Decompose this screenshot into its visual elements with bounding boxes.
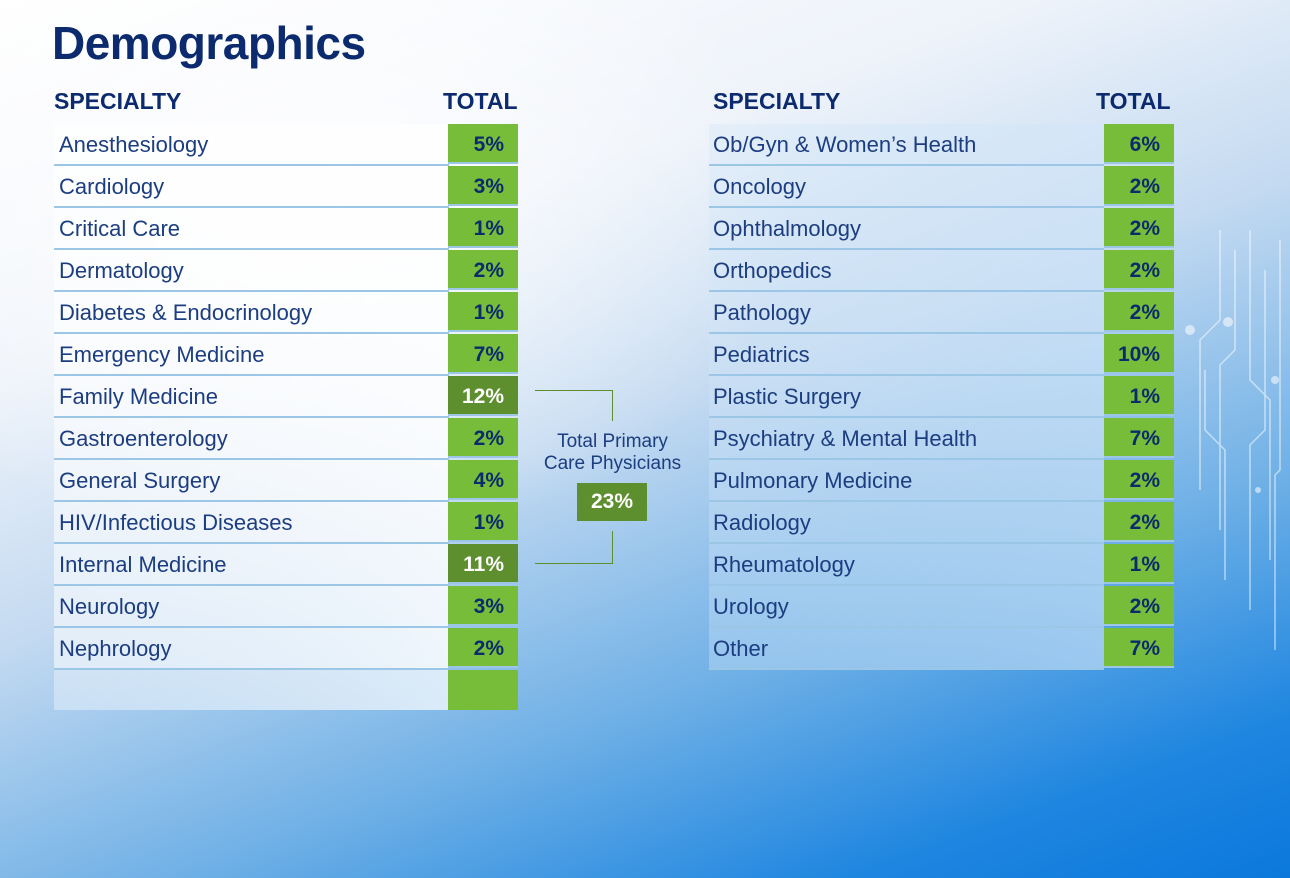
table-row: HIV/Infectious Diseases 1% [0, 502, 520, 544]
table-row: Urology 2% [0, 586, 1180, 628]
specialty-total: 2% [1104, 502, 1174, 542]
specialty-name: Plastic Surgery [713, 384, 861, 409]
specialty-total: 2% [448, 418, 518, 458]
circuit-decoration [1185, 230, 1281, 650]
specialty-total: 6% [1104, 124, 1174, 164]
specialty-name: Ophthalmology [713, 216, 861, 241]
specialty-name: Psychiatry & Mental Health [713, 426, 978, 451]
specialty-name: Radiology [713, 510, 811, 535]
primary-care-bracket-top [535, 390, 613, 421]
left-specialty-header: SPECIALTY [54, 88, 182, 114]
specialty-total: 1% [1104, 376, 1174, 416]
specialty-total: 2% [1104, 586, 1174, 626]
table-row: Pediatrics 10% [0, 334, 1180, 376]
page-title: Demographics [52, 17, 366, 69]
specialty-total: 4% [448, 460, 518, 500]
table-row: Radiology 2% [0, 502, 1180, 544]
specialty-total: 2% [448, 628, 518, 668]
specialty-name: Gastroenterology [59, 426, 228, 451]
primary-care-total: 23% [577, 483, 647, 521]
empty-table-row [0, 670, 520, 712]
specialty-total: 2% [1104, 250, 1174, 290]
specialty-name: Critical Care [59, 216, 181, 241]
specialty-total: 2% [448, 250, 518, 290]
left-total-header: TOTAL [443, 88, 518, 114]
specialty-total-highlighted: 12% [448, 376, 518, 416]
specialty-name: Rheumatology [713, 552, 855, 577]
specialty-name: HIV/Infectious Diseases [59, 510, 293, 535]
specialty-total: 3% [448, 586, 518, 626]
right-specialty-table: Ob/Gyn & Women’s Health 6% Oncology 2% Oph… [0, 124, 1180, 670]
specialty-total: 2% [1104, 208, 1174, 248]
table-row: Pathology 2% [0, 292, 1180, 334]
specialty-name: Pediatrics [713, 342, 810, 367]
specialty-name: General Surgery [59, 468, 221, 493]
table-row: Ob/Gyn & Women’s Health 6% [0, 124, 1180, 166]
table-row: Pulmonary Medicine 2% [0, 460, 1180, 502]
table-row: Ophthalmology 2% [0, 208, 1180, 250]
specialty-name: Neurology [59, 594, 160, 619]
specialty-total: 2% [1104, 166, 1174, 206]
specialty-total: 10% [1104, 334, 1174, 374]
primary-care-bracket-bottom [535, 531, 613, 564]
table-row: Other 7% [0, 628, 1180, 670]
specialty-name: Pathology [713, 300, 811, 325]
right-specialty-header: SPECIALTY [713, 88, 841, 114]
specialty-total: 7% [1104, 418, 1174, 458]
specialty-name: Dermatology [59, 258, 184, 283]
table-row: Neurology 3% [0, 586, 520, 628]
specialty-name: Urology [713, 594, 789, 619]
specialty-total: 7% [448, 334, 518, 374]
table-row: Psychiatry & Mental Health 7% [0, 418, 1180, 460]
empty-total-cell [448, 670, 518, 710]
specialty-total: 1% [448, 502, 518, 542]
specialty-name: Ob/Gyn & Women’s Health [713, 132, 977, 157]
specialty-total: 3% [448, 166, 518, 206]
table-row: Gastroenterology 2% [0, 418, 520, 460]
specialty-name: Oncology [713, 174, 806, 199]
table-row: Nephrology 2% [0, 628, 520, 670]
table-row: Dermatology 2% [0, 250, 520, 292]
specialty-name: Nephrology [59, 636, 172, 661]
specialty-total: 2% [1104, 460, 1174, 500]
specialty-name: Cardiology [59, 174, 165, 199]
specialty-total: 1% [448, 292, 518, 332]
table-row: General Surgery 4% [0, 460, 520, 502]
specialty-name: Orthopedics [713, 258, 832, 283]
specialty-total: 5% [448, 124, 518, 164]
primary-care-label: Total Primary Care Physicians [530, 431, 695, 475]
specialty-name: Pulmonary Medicine [713, 468, 913, 493]
table-row: Emergency Medicine 7% [0, 334, 520, 376]
specialty-total: 1% [448, 208, 518, 248]
primary-care-label-line1: Total Primary [557, 431, 668, 452]
table-row: Plastic Surgery 1% [0, 376, 1180, 418]
table-row: Orthopedics 2% [0, 250, 1180, 292]
left-specialty-table: Anesthesiology 5% Cardiology 3% Critical C… [0, 124, 520, 712]
specialty-name: Anesthesiology [59, 132, 209, 157]
specialty-name: Other [713, 636, 769, 661]
specialty-total: 7% [1104, 628, 1174, 668]
specialty-name: Internal Medicine [59, 552, 227, 577]
table-row: Family Medicine 12% [0, 376, 520, 418]
specialty-name: Diabetes & Endocrinology [59, 300, 313, 325]
specialty-name: Family Medicine [59, 384, 218, 409]
specialty-name: Emergency Medicine [59, 342, 265, 367]
table-row: Anesthesiology 5% [0, 124, 520, 166]
specialty-total-highlighted: 11% [448, 544, 518, 584]
table-row: Oncology 2% [0, 166, 1180, 208]
table-row: Internal Medicine 11% [0, 544, 520, 586]
specialty-total: 1% [1104, 544, 1174, 584]
table-row: Diabetes & Endocrinology 1% [0, 292, 520, 334]
table-row: Cardiology 3% [0, 166, 520, 208]
table-row: Rheumatology 1% [0, 544, 1180, 586]
right-total-header: TOTAL [1096, 88, 1171, 114]
table-row: Critical Care 1% [0, 208, 520, 250]
primary-care-label-line2: Care Physicians [543, 453, 682, 474]
specialty-total: 2% [1104, 292, 1174, 332]
